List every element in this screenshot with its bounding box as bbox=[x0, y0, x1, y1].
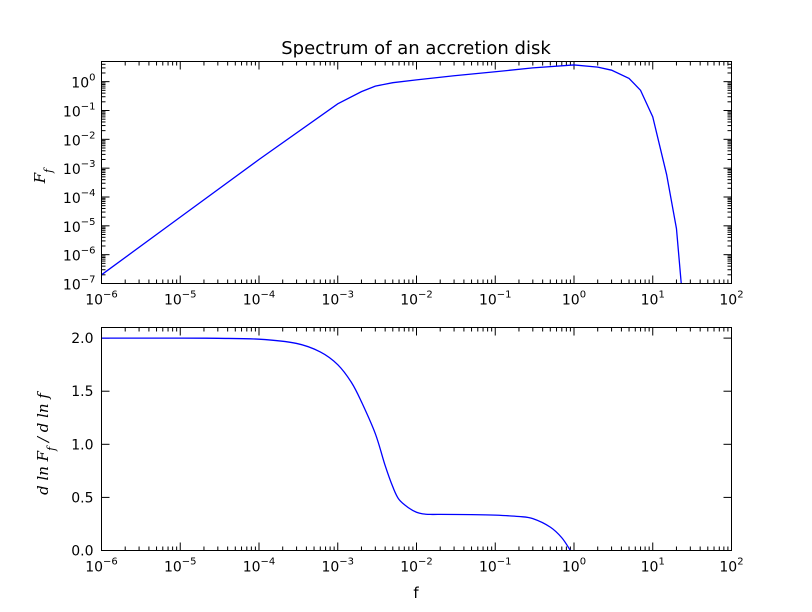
svg-text:d ln Ff / d ln f: d ln Ff / d ln f bbox=[34, 391, 58, 495]
y-axis-label: Ff bbox=[31, 167, 55, 184]
y-tick-label: 2.0 bbox=[71, 331, 93, 347]
x-tick-label: 100 bbox=[562, 290, 586, 309]
y-tick-label: 10−6 bbox=[63, 246, 96, 265]
y-tick-label: 1.5 bbox=[71, 384, 93, 400]
axis-ticks bbox=[101, 61, 732, 284]
x-tick-label: 10−5 bbox=[164, 557, 197, 576]
y-tick-label: 10−5 bbox=[63, 217, 96, 236]
x-tick-label: 10−6 bbox=[85, 290, 118, 309]
y-tick-label: 1.0 bbox=[71, 437, 93, 453]
x-tick-labels: 10−6 10−5 10−4 10−3 10−2 10−1 100 101 102 bbox=[85, 557, 743, 576]
chart-title: Spectrum of an accretion disk bbox=[281, 38, 551, 59]
y-tick-labels: 10−7 10−6 10−5 10−4 10−3 10−2 10−1 100 bbox=[63, 73, 96, 294]
x-tick-label: 10−1 bbox=[479, 290, 512, 309]
x-tick-label: 100 bbox=[562, 557, 586, 576]
plot-frame bbox=[101, 327, 732, 551]
y-tick-label: 0.0 bbox=[71, 544, 93, 560]
x-tick-label: 102 bbox=[719, 290, 743, 309]
y-tick-label: 10−1 bbox=[63, 101, 96, 120]
svg-text:Ff: Ff bbox=[31, 167, 55, 184]
y-tick-label: 10−3 bbox=[63, 159, 96, 178]
y-tick-labels: 0.0 0.5 1.0 1.5 2.0 bbox=[71, 331, 93, 559]
slope-line bbox=[101, 337, 571, 551]
x-tick-label: 10−1 bbox=[479, 557, 512, 576]
x-tick-label: 10−3 bbox=[321, 290, 354, 309]
x-tick-label: 10−4 bbox=[243, 290, 276, 309]
y-tick-label: 0.5 bbox=[71, 490, 93, 506]
x-tick-label: 10−2 bbox=[400, 290, 433, 309]
x-tick-labels: 10−6 10−5 10−4 10−3 10−2 10−1 100 101 102 bbox=[85, 290, 743, 309]
slope-chart: d ln Ff / d ln f f 10−6 10−5 10−4 10−3 10−2 1… bbox=[34, 327, 744, 602]
y-tick-label: 10−7 bbox=[63, 275, 96, 294]
spectrum-chart: Spectrum of an accretion disk Ff 10−6 10−… bbox=[31, 38, 744, 309]
x-tick-label: 10−2 bbox=[400, 557, 433, 576]
x-tick-label: 10−4 bbox=[243, 557, 276, 576]
x-tick-label: 101 bbox=[641, 290, 665, 309]
x-tick-label: 10−5 bbox=[164, 290, 197, 309]
y-tick-label: 10−4 bbox=[63, 188, 96, 207]
y-tick-label: 10−2 bbox=[63, 130, 96, 149]
spectrum-line bbox=[101, 64, 682, 284]
series-layer bbox=[101, 64, 682, 284]
plot-frame bbox=[101, 61, 732, 284]
y-axis-label: d ln Ff / d ln f bbox=[34, 391, 58, 495]
x-tick-label: 101 bbox=[641, 557, 665, 576]
x-tick-label: 102 bbox=[719, 557, 743, 576]
x-tick-label: 10−3 bbox=[321, 557, 354, 576]
axis-ticks bbox=[101, 327, 732, 551]
series-layer bbox=[101, 337, 571, 551]
x-axis-label: f bbox=[413, 584, 419, 602]
y-tick-label: 100 bbox=[71, 73, 95, 92]
x-tick-label: 10−6 bbox=[85, 557, 118, 576]
